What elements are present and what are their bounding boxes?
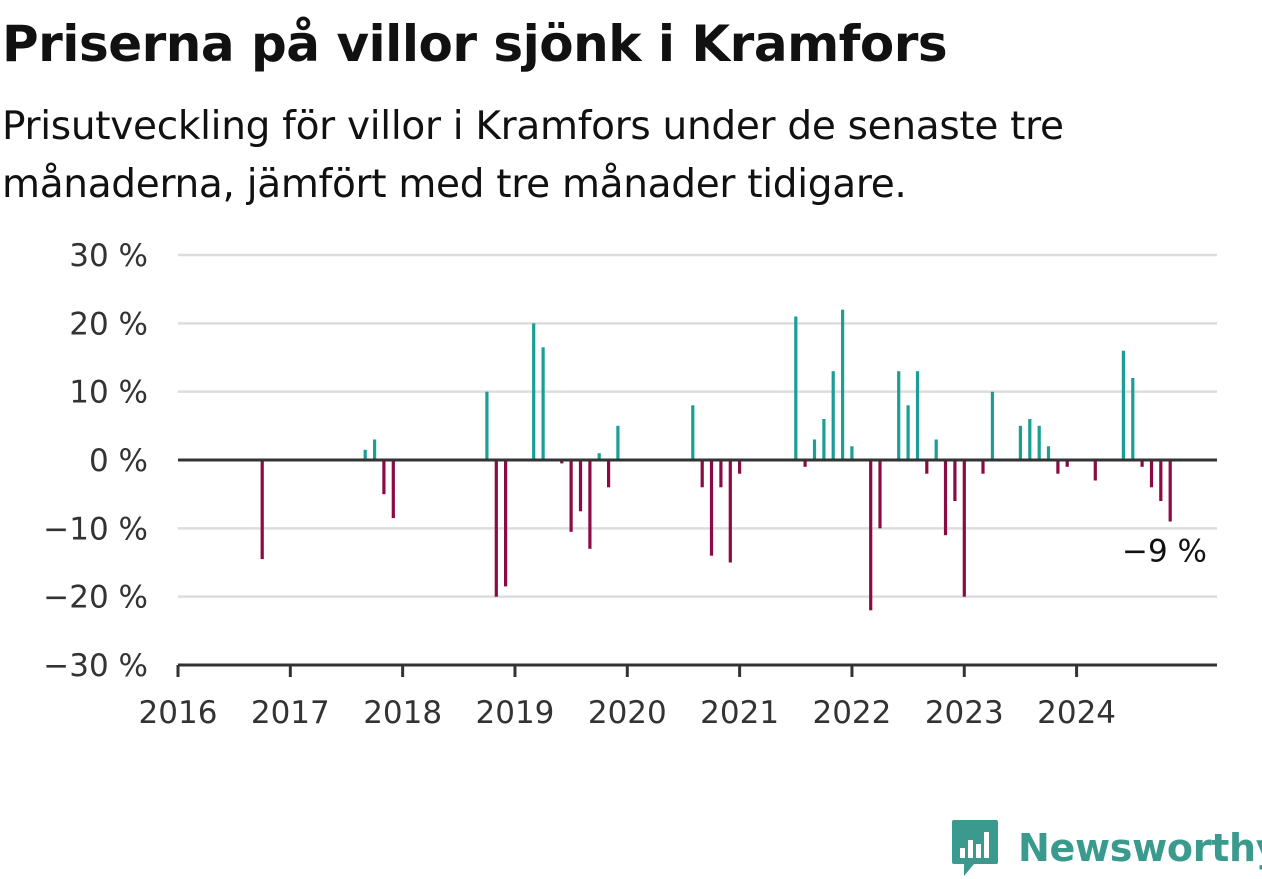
x-tick-label: 2018	[363, 695, 442, 731]
bar	[485, 391, 489, 460]
y-tick-label: −10 %	[43, 511, 148, 547]
bar	[1046, 446, 1051, 460]
y-tick-label: −30 %	[43, 648, 148, 684]
bar	[494, 460, 498, 597]
bar-chart: 30 %20 %10 %0 %−10 %−20 %−30 % 2016 2017 2…	[43, 238, 1217, 731]
x-tick-label: 2016	[139, 695, 218, 731]
bar	[607, 460, 611, 488]
bar	[906, 405, 910, 460]
bar	[915, 371, 920, 460]
bars	[260, 309, 1172, 611]
bar	[1028, 419, 1032, 460]
x-tick-label: 2024	[1037, 695, 1116, 731]
bar	[794, 316, 798, 460]
bar	[812, 439, 817, 460]
bar	[541, 347, 545, 461]
x-tick-label: 2022	[812, 695, 891, 731]
newsworthy-logo: Newsworthy	[950, 818, 1262, 878]
bar	[850, 446, 854, 460]
bar	[382, 460, 386, 495]
y-tick-label: 10 %	[69, 375, 148, 411]
bar	[597, 453, 601, 460]
bar	[700, 460, 704, 488]
bar	[981, 460, 985, 474]
bar	[878, 460, 882, 529]
bar	[738, 460, 742, 474]
bar	[709, 460, 714, 556]
bar	[841, 309, 845, 460]
bar	[728, 460, 732, 563]
bar	[691, 405, 695, 460]
bar	[897, 371, 901, 460]
x-tick-label: 2019	[476, 695, 555, 731]
bar	[363, 449, 367, 461]
y-tick-label: 30 %	[69, 238, 148, 274]
bar	[532, 323, 536, 460]
bar	[1140, 460, 1144, 467]
bar	[1121, 350, 1125, 460]
bar-chart-speech-bubble-icon	[952, 820, 998, 876]
chart-subtitle: Prisutveckling för villor i Kramfors und…	[2, 104, 1064, 207]
bar	[391, 460, 395, 519]
bar	[569, 460, 573, 532]
bar	[1159, 460, 1163, 501]
bar	[616, 425, 620, 460]
bar	[719, 460, 723, 488]
bar	[1149, 460, 1154, 488]
brand-name: Newsworthy	[1018, 826, 1262, 870]
y-tick-label: 20 %	[69, 306, 148, 342]
bar	[504, 460, 508, 587]
x-tick-label: 2021	[700, 695, 779, 731]
bar	[925, 460, 929, 474]
bar	[943, 460, 948, 536]
bar	[1093, 460, 1097, 481]
x-tick-label: 2020	[588, 695, 667, 731]
chart-title: Priserna på villor sjönk i Kramfors	[2, 15, 948, 73]
x-tick-label: 2017	[251, 695, 330, 731]
bar	[560, 460, 564, 464]
bar	[373, 439, 377, 460]
bar	[962, 460, 966, 597]
gridlines	[178, 253, 1217, 598]
y-axis-labels: 30 % 20 % 10 % 0 % −10 % −20 % −30 %	[43, 238, 148, 684]
bar	[990, 391, 994, 460]
y-tick-label: 0 %	[89, 443, 148, 479]
bar	[1056, 460, 1060, 474]
y-tick-label: −20 %	[43, 580, 148, 616]
axes	[176, 458, 1217, 677]
bar	[1131, 378, 1135, 460]
bar	[1168, 460, 1172, 522]
bar	[869, 460, 873, 611]
bar	[1037, 425, 1041, 460]
bar	[953, 460, 957, 501]
last-value-label: −9 %	[1122, 534, 1207, 570]
bar	[588, 460, 592, 549]
bar	[1065, 460, 1069, 467]
x-axis-labels: 2016 2017 2018 2019 2020 2021 2022 2023 2024	[139, 695, 1117, 731]
bar	[1018, 425, 1022, 460]
bar	[934, 439, 938, 460]
x-tick-label: 2023	[925, 695, 1004, 731]
bar	[260, 460, 264, 560]
bar	[831, 371, 835, 460]
bar	[822, 419, 826, 460]
bar	[803, 460, 807, 467]
bar	[578, 460, 583, 512]
